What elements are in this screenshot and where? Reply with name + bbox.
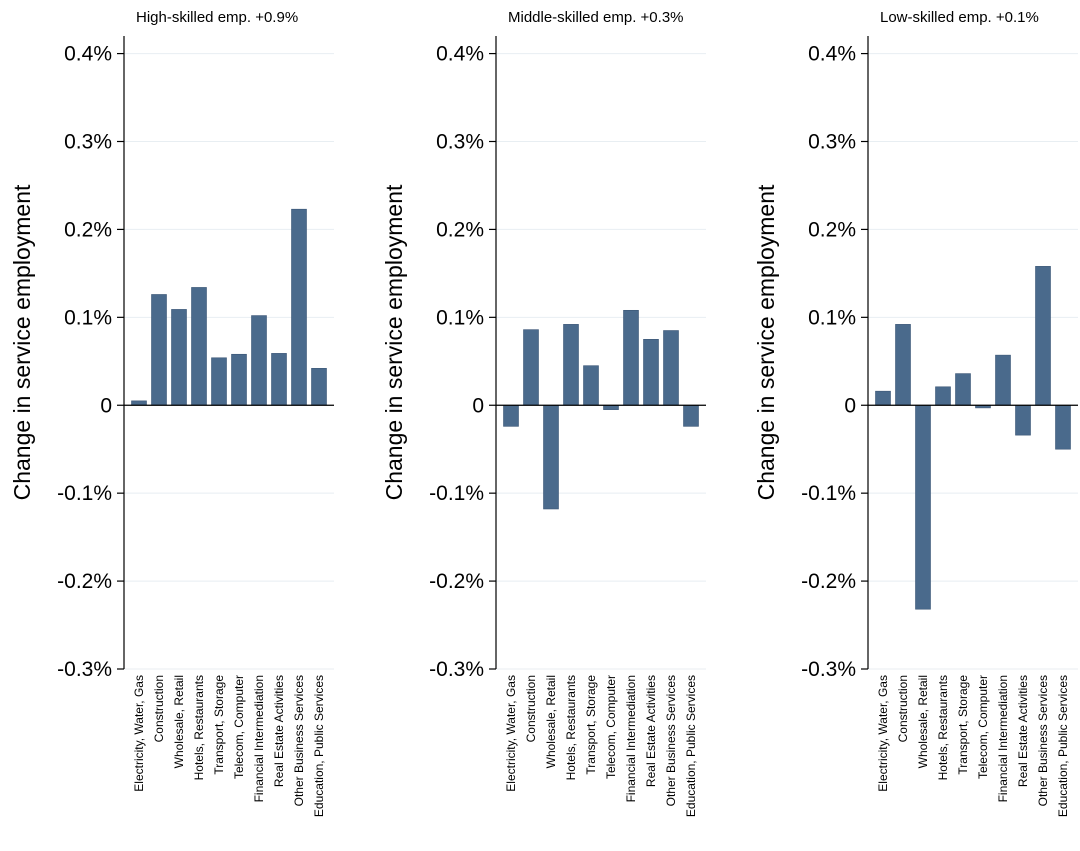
y-tick-label: -0.2% bbox=[801, 570, 856, 593]
x-tick-label: Hotels, Restaurants bbox=[936, 675, 950, 780]
bar bbox=[583, 365, 599, 406]
y-axis-label: Change in service employment bbox=[9, 184, 35, 500]
bar bbox=[875, 390, 891, 406]
bar bbox=[231, 353, 247, 406]
x-tick-label: Real Estate Activities bbox=[272, 675, 286, 787]
x-tick-label: Other Business Services bbox=[664, 675, 678, 806]
y-axis-label: Change in service employment bbox=[381, 184, 407, 500]
bar bbox=[291, 208, 307, 406]
x-tick-label: Construction bbox=[896, 675, 910, 742]
x-tick-label: Hotels, Restaurants bbox=[564, 675, 578, 780]
panel-title: Low-skilled emp. +0.1% bbox=[880, 9, 1039, 26]
panel-title: Middle-skilled emp. +0.3% bbox=[508, 9, 684, 26]
x-tick-label: Financial Intermediation bbox=[252, 675, 266, 802]
y-tick-label: 0.3% bbox=[436, 131, 484, 154]
y-tick-label: 0.2% bbox=[64, 218, 112, 241]
y-tick-label: -0.3% bbox=[801, 658, 856, 681]
y-tick-label: 0 bbox=[472, 394, 484, 417]
y-tick-label: -0.1% bbox=[801, 482, 856, 505]
x-tick-label: Real Estate Activities bbox=[1016, 675, 1030, 787]
bar bbox=[151, 294, 167, 406]
x-tick-label: Wholesale, Retail bbox=[916, 675, 930, 768]
x-tick-label: Wholesale, Retail bbox=[544, 675, 558, 768]
bar bbox=[683, 404, 699, 427]
y-tick-label: 0.1% bbox=[436, 306, 484, 329]
panel-title: High-skilled emp. +0.9% bbox=[136, 9, 298, 26]
bar bbox=[603, 404, 619, 410]
y-tick-label: -0.3% bbox=[429, 658, 484, 681]
x-tick-label: Real Estate Activities bbox=[644, 675, 658, 787]
bar bbox=[311, 368, 327, 406]
panel-3: -0.3% -0.2% -0.1% 0 0.1% 0.2% 0.3% 0.4% Change i… bbox=[753, 9, 1078, 817]
x-tick-label: Telecom, Computer bbox=[976, 675, 990, 779]
bar bbox=[563, 324, 579, 406]
bar bbox=[935, 386, 951, 406]
bar bbox=[623, 309, 639, 406]
y-tick-label: 0.4% bbox=[64, 43, 112, 66]
y-tick-label: 0.1% bbox=[64, 306, 112, 329]
bar bbox=[251, 315, 267, 406]
bar bbox=[895, 324, 911, 406]
bar bbox=[1015, 404, 1031, 436]
bar bbox=[503, 404, 519, 427]
bar bbox=[543, 404, 559, 510]
x-tick-label: Other Business Services bbox=[292, 675, 306, 806]
y-tick-label: 0.3% bbox=[64, 131, 112, 154]
y-tick-label: -0.1% bbox=[57, 482, 112, 505]
x-tick-label: Education, Public Services bbox=[1056, 675, 1070, 817]
bar bbox=[191, 287, 207, 406]
y-tick-label: 0.2% bbox=[808, 218, 856, 241]
bar bbox=[1055, 404, 1071, 450]
bar bbox=[663, 330, 679, 406]
x-tick-label: Wholesale, Retail bbox=[172, 675, 186, 768]
bar bbox=[955, 373, 971, 406]
x-tick-label: Construction bbox=[152, 675, 166, 742]
y-tick-label: 0.1% bbox=[808, 306, 856, 329]
y-tick-label: -0.3% bbox=[57, 658, 112, 681]
x-tick-label: Other Business Services bbox=[1036, 675, 1050, 806]
y-tick-label: -0.2% bbox=[57, 570, 112, 593]
x-tick-label: Electricity, Water, Gas bbox=[504, 675, 518, 792]
bar bbox=[523, 329, 539, 406]
y-tick-label: 0.2% bbox=[436, 218, 484, 241]
x-tick-label: Electricity, Water, Gas bbox=[132, 675, 146, 792]
bar bbox=[271, 353, 287, 406]
y-tick-label: 0 bbox=[100, 394, 112, 417]
bar bbox=[171, 309, 187, 406]
bar bbox=[643, 339, 659, 406]
x-tick-label: Hotels, Restaurants bbox=[192, 675, 206, 780]
x-tick-label: Electricity, Water, Gas bbox=[876, 675, 890, 792]
x-tick-label: Financial Intermediation bbox=[996, 675, 1010, 802]
x-tick-label: Transport, Storage bbox=[212, 675, 226, 775]
y-tick-label: 0.4% bbox=[436, 43, 484, 66]
x-tick-label: Education, Public Services bbox=[312, 675, 326, 817]
x-tick-label: Education, Public Services bbox=[684, 675, 698, 817]
y-tick-label: -0.1% bbox=[429, 482, 484, 505]
x-tick-label: Financial Intermediation bbox=[624, 675, 638, 802]
y-tick-label: 0 bbox=[844, 394, 856, 417]
x-tick-label: Transport, Storage bbox=[956, 675, 970, 775]
x-tick-label: Telecom, Computer bbox=[604, 675, 618, 779]
x-tick-label: Construction bbox=[524, 675, 538, 742]
y-axis-label: Change in service employment bbox=[753, 184, 779, 500]
panel-1: -0.3% -0.2% -0.1% 0 0.1% 0.2% 0.3% 0.4% Change i… bbox=[9, 9, 334, 817]
y-tick-label: 0.3% bbox=[808, 131, 856, 154]
bar bbox=[1035, 266, 1051, 406]
x-tick-label: Transport, Storage bbox=[584, 675, 598, 775]
bar bbox=[915, 404, 931, 610]
panel-2: -0.3% -0.2% -0.1% 0 0.1% 0.2% 0.3% 0.4% Change i… bbox=[381, 9, 706, 817]
bar bbox=[131, 400, 147, 406]
bar bbox=[995, 354, 1011, 406]
x-tick-label: Telecom, Computer bbox=[232, 675, 246, 779]
y-tick-label: -0.2% bbox=[429, 570, 484, 593]
y-tick-label: 0.4% bbox=[808, 43, 856, 66]
bar bbox=[211, 357, 227, 406]
